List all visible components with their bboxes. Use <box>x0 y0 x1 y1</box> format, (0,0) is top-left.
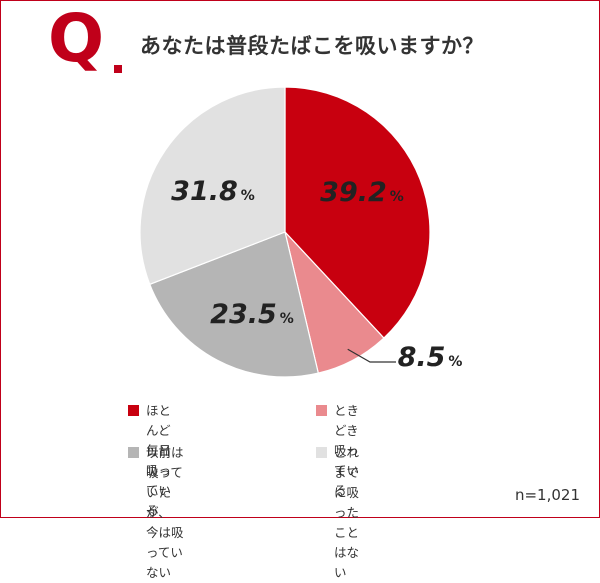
legend-swatch <box>128 405 139 416</box>
legend-label: これまでに吸ったことはない <box>334 443 365 583</box>
legend-item-4: これまでに吸ったことはない <box>316 443 347 583</box>
legend-swatch <box>128 447 139 458</box>
legend-swatch <box>316 447 327 458</box>
legend-label: 以前は吸っていたが、 今は吸っていない <box>146 443 189 583</box>
data-label-2: 8.5% <box>398 342 463 373</box>
legend-swatch <box>316 405 327 416</box>
pie-chart: 39.2%8.5%23.5%31.8% <box>0 0 600 518</box>
sample-size: n=1,021 <box>515 486 580 504</box>
legend-item-3: 以前は吸っていたが、 今は吸っていない <box>128 443 171 583</box>
